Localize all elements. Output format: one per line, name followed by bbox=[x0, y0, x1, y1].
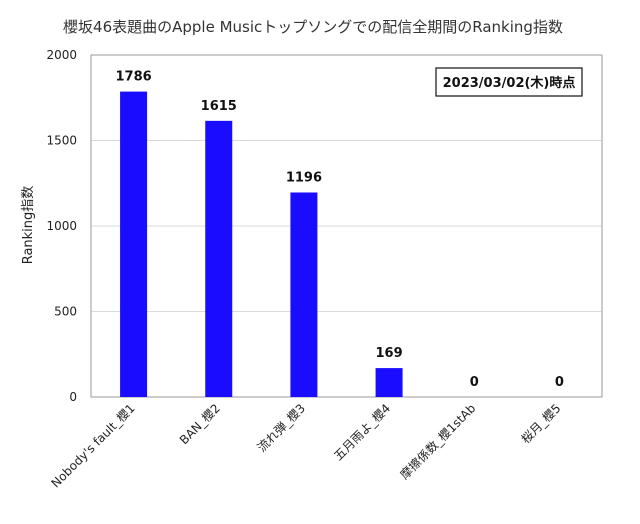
x-tick-label: 五月雨よ_櫻4 bbox=[331, 401, 394, 464]
y-tick-label: 1000 bbox=[46, 219, 77, 233]
x-tick-label: 流れ弾_櫻3 bbox=[254, 401, 308, 455]
y-tick-labels: 0 500 1000 1500 2000 bbox=[46, 48, 77, 404]
date-annotation-text: 2023/03/02(木)時点 bbox=[443, 75, 576, 91]
data-label: 1786 bbox=[115, 70, 151, 85]
bar bbox=[205, 120, 233, 398]
x-tick-label: 摩擦係数_櫻1stAb bbox=[397, 401, 479, 483]
plot-area-border bbox=[90, 54, 603, 398]
data-label: 1196 bbox=[286, 170, 322, 185]
gridlines bbox=[91, 140, 602, 312]
y-tick-label: 500 bbox=[54, 305, 77, 319]
bar bbox=[290, 192, 318, 397]
x-tick-label: BAN_櫻2 bbox=[176, 401, 223, 448]
y-axis-label: Ranking指数 bbox=[21, 186, 36, 265]
data-label: 1615 bbox=[201, 99, 237, 114]
y-tick-label: 0 bbox=[69, 390, 77, 404]
y-tick-label: 1500 bbox=[46, 134, 77, 148]
y-tick-label: 2000 bbox=[46, 48, 77, 62]
data-label: 169 bbox=[376, 346, 403, 361]
x-tick-label: 桜月_櫻5 bbox=[518, 401, 564, 447]
date-annotation: 2023/03/02(木)時点 bbox=[435, 67, 583, 97]
data-labels: 1786 1615 1196 169 0 0 bbox=[115, 70, 563, 390]
chart-title: 櫻坂46表題曲のApple Musicトップソングでの配信全期間のRanking… bbox=[63, 18, 563, 36]
bar bbox=[375, 368, 403, 397]
data-label: 0 bbox=[470, 375, 479, 390]
bar bbox=[120, 91, 148, 398]
x-tick-label: Nobody's fault_櫻1 bbox=[48, 401, 138, 491]
data-label: 0 bbox=[555, 375, 564, 390]
x-tick-labels: Nobody's fault_櫻1 BAN_櫻2 流れ弾_櫻3 五月雨よ_櫻4 摩擦係数… bbox=[48, 401, 564, 491]
date-annotation-box bbox=[435, 67, 583, 97]
bars bbox=[120, 91, 403, 398]
